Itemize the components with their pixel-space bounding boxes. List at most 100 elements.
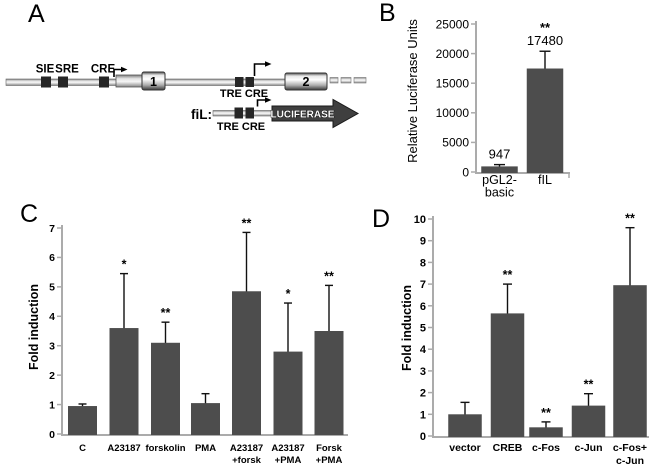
category-label: A23187 xyxy=(230,443,263,454)
y-tick-label: 4 xyxy=(49,311,55,323)
y-tick-label: 20000 xyxy=(436,47,470,61)
dashed-line-segment xyxy=(329,77,339,84)
bar-4 xyxy=(232,291,261,435)
y-tick-label: 1 xyxy=(420,409,426,421)
significance-marker: ** xyxy=(540,20,551,35)
tre-cre-lower-label: TRE CRE xyxy=(217,121,265,133)
value-label: 17480 xyxy=(527,33,563,48)
arrowhead-icon xyxy=(265,97,272,103)
sre-box xyxy=(58,76,68,88)
y-tick-label: 15000 xyxy=(436,77,470,91)
arrowhead-icon xyxy=(121,66,128,73)
y-tick-label: 1 xyxy=(49,399,55,411)
category-label: PMA xyxy=(195,443,216,454)
tre-cre-upper-label: TRE CRE xyxy=(220,88,268,100)
y-tick-label: 6 xyxy=(420,301,426,313)
luciferase-arrow xyxy=(271,98,360,129)
y-axis-title: Relative Luciferase Units xyxy=(405,19,420,163)
fil-construct-label: fiL: xyxy=(191,107,212,122)
y-tick-label: 3 xyxy=(420,366,426,378)
y-tick-label: 5000 xyxy=(442,136,469,150)
bar-0 xyxy=(68,406,97,435)
bar-6 xyxy=(314,331,344,435)
y-tick-label: 3 xyxy=(49,340,55,352)
category-label: +forsk xyxy=(232,455,261,466)
category-label: vector xyxy=(449,442,481,454)
bar-0 xyxy=(448,414,482,437)
cre-box xyxy=(99,76,109,88)
sie-label: SIE xyxy=(36,64,55,76)
y-tick-label: 2 xyxy=(420,388,426,400)
y-tick-label: 8 xyxy=(420,257,426,269)
transcription-start-arrow xyxy=(113,68,121,77)
dashed-line-segment xyxy=(353,77,367,84)
significance-marker: ** xyxy=(324,269,334,283)
category-label: c-Jun xyxy=(574,442,602,454)
y-tick-label: 0 xyxy=(420,431,426,443)
sre-label: SRE xyxy=(55,64,79,76)
panel-d-letter: D xyxy=(372,205,390,233)
exon2-box xyxy=(284,72,328,91)
significance-marker: * xyxy=(122,258,127,272)
category-label: Forsk xyxy=(316,443,343,454)
y-tick-label: 5 xyxy=(420,322,426,334)
tre-box-genomic xyxy=(235,77,244,87)
luciferase-label: LUCIFERASE xyxy=(271,110,335,121)
cre-box-genomic xyxy=(245,77,254,87)
panel-a-letter: A xyxy=(28,0,45,28)
category-label: CREB xyxy=(493,442,523,454)
cre-label: CRE xyxy=(91,64,116,76)
significance-marker: ** xyxy=(541,406,551,420)
y-axis-title: Fold induction xyxy=(400,285,414,371)
y-tick-label: 2 xyxy=(49,370,55,382)
bar-1 xyxy=(109,328,139,435)
panel-c-letter: C xyxy=(20,200,38,228)
category-label: c-Fos xyxy=(532,442,560,454)
significance-marker: * xyxy=(286,287,291,301)
bar-1 xyxy=(490,313,525,437)
y-tick-label: 0 xyxy=(49,429,55,441)
category-label: forskolin xyxy=(145,443,185,454)
transcription-start-arrow xyxy=(253,63,265,76)
dashed-line-segment xyxy=(340,77,352,84)
cre-box-construct xyxy=(245,107,254,119)
tre-box-construct xyxy=(234,107,243,119)
category-label: c-Jun xyxy=(616,455,644,467)
bar-4 xyxy=(613,285,647,437)
y-tick-label: 6 xyxy=(49,252,55,264)
transcription-start-arrow xyxy=(256,99,265,107)
bar-2 xyxy=(151,342,180,435)
exon1-label: 1 xyxy=(150,75,157,89)
category-label: +PMA xyxy=(316,455,343,466)
panel-a-diagram: SIE SRE CRE 1 2 TRE CRE fiL: LUCIFERASE … xyxy=(5,61,367,133)
category-label: C xyxy=(79,443,86,454)
category-label: fIL xyxy=(538,173,552,187)
bar-5 xyxy=(273,351,303,435)
bar-2 xyxy=(529,427,563,437)
y-tick-label: 25000 xyxy=(436,17,470,31)
panel-b-letter: B xyxy=(379,0,396,27)
significance-marker: ** xyxy=(625,212,635,226)
significance-marker: ** xyxy=(242,216,252,230)
sie-box xyxy=(41,76,51,88)
exon2-label: 2 xyxy=(303,75,310,89)
category-label: pGL2- xyxy=(482,173,517,187)
y-tick-label: 9 xyxy=(420,236,426,248)
category-label: A23187 xyxy=(107,443,140,454)
significance-marker: ** xyxy=(161,306,171,320)
y-tick-label: 7 xyxy=(49,223,55,235)
y-tick-label: 0 xyxy=(462,165,469,179)
y-tick-label: 4 xyxy=(420,344,427,356)
category-label: basic xyxy=(485,186,514,200)
y-tick-label: 10 xyxy=(414,214,426,226)
bar-1 xyxy=(526,68,564,173)
panel-d-bar-chart: 0 1 2 3 4 5 6 7 8 9 10 Fold induction vector ** CREB **… xyxy=(400,212,649,467)
category-label: c-Fos+ xyxy=(613,442,647,454)
bar-0 xyxy=(481,166,518,173)
fil-construct-line xyxy=(212,110,276,117)
bar-3 xyxy=(571,405,606,437)
significance-marker: ** xyxy=(584,378,594,392)
arrowhead-icon xyxy=(265,61,272,67)
significance-marker: ** xyxy=(503,268,513,282)
